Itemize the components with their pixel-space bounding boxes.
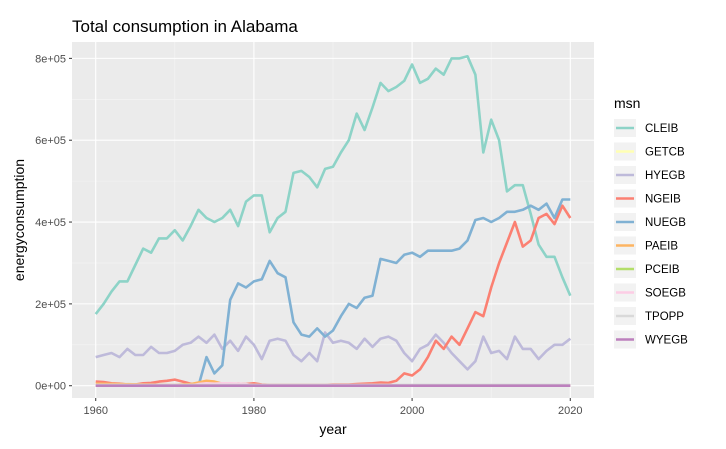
legend-label-nuegb: NUEGB <box>645 217 686 229</box>
legend-label-paeib: PAEIB <box>645 241 678 253</box>
y-tick-label: 2e+05 <box>35 299 66 311</box>
y-axis-ticks: 0e+00 2e+05 4e+05 6e+05 8e+05 <box>35 53 72 393</box>
x-axis-label: year <box>319 421 347 437</box>
legend-label-wyegb: WYEGB <box>645 335 688 347</box>
legend-label-ngeib: NGEIB <box>645 194 681 206</box>
x-tick-label: 1980 <box>242 405 266 417</box>
series-line-nuegb <box>197 198 571 387</box>
x-axis-ticks: 1960 1980 2000 2020 <box>83 398 583 417</box>
legend: msn CLEIB GETCB HYEGB NGEIB NUEGB PAEIB PCEIB S… <box>614 95 688 349</box>
x-tick-label: 1960 <box>83 405 107 417</box>
legend-label-tpopp: TPOPP <box>645 311 684 323</box>
legend-label-soegb: SOEGB <box>645 288 686 300</box>
y-tick-label: 8e+05 <box>35 53 66 65</box>
series-layer <box>94 54 572 388</box>
y-tick-label: 6e+05 <box>35 135 66 147</box>
series-line-cleib <box>94 54 572 315</box>
series-line-hyegb <box>95 331 572 371</box>
chart-title: Total consumption in Alabama <box>72 17 298 36</box>
legend-label-pceib: PCEIB <box>645 264 680 276</box>
y-tick-label: 4e+05 <box>35 217 66 229</box>
legend-label-cleib: CLEIB <box>645 123 679 135</box>
x-tick-label: 2000 <box>400 405 424 417</box>
legend-label-hyegb: HYEGB <box>645 170 686 182</box>
legend-title: msn <box>614 95 640 111</box>
y-axis-label: energyconsumption <box>11 159 27 281</box>
x-tick-label: 2020 <box>558 405 582 417</box>
legend-label-getcb: GETCB <box>645 147 685 159</box>
y-tick-label: 0e+00 <box>35 381 66 393</box>
